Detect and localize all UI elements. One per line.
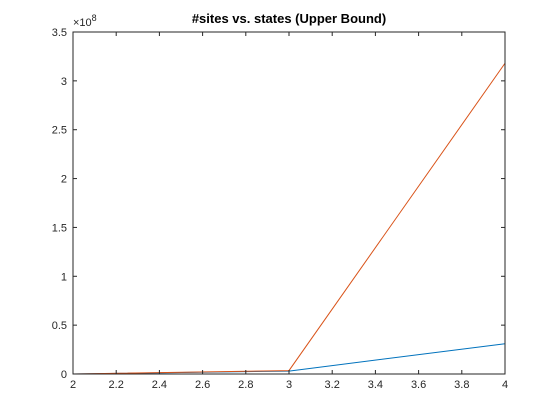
axes-layer: 2 2.2 2.4 2.6 2.8 3 3.2 3.4 3.6 3.8 4 0 0.5 1 1.5 2 2.5 3… bbox=[52, 27, 508, 391]
y-axis-exponent: ×108 bbox=[73, 13, 97, 29]
series-line-2 bbox=[73, 63, 505, 374]
x-tick-label: 2.6 bbox=[195, 379, 210, 391]
x-tick-label: 4 bbox=[502, 379, 508, 391]
plot-frame bbox=[73, 32, 505, 374]
x-tick-label: 2 bbox=[70, 379, 76, 391]
y-tick-label: 1.5 bbox=[52, 222, 67, 234]
y-exponent-base: ×10 bbox=[73, 17, 92, 29]
series-layer bbox=[73, 63, 505, 374]
y-tick-label: 0 bbox=[61, 369, 67, 381]
y-tick-label: 0.5 bbox=[52, 320, 67, 332]
chart-title: #sites vs. states (Upper Bound) bbox=[192, 11, 386, 26]
y-tick-label: 3 bbox=[61, 76, 67, 88]
y-tick-label: 2 bbox=[61, 174, 67, 186]
y-tick-label: 3.5 bbox=[52, 27, 67, 39]
series-line-1 bbox=[73, 344, 505, 374]
y-tick-label: 1 bbox=[61, 271, 67, 283]
y-exponent-power: 8 bbox=[92, 13, 97, 23]
x-tick-label: 2.2 bbox=[109, 379, 124, 391]
x-tick-label: 2.4 bbox=[152, 379, 167, 391]
x-tick-label: 3.6 bbox=[411, 379, 426, 391]
x-tick-label: 3.4 bbox=[368, 379, 383, 391]
svg-text:×108: ×108 bbox=[73, 13, 97, 29]
x-tick-label: 3.8 bbox=[454, 379, 469, 391]
x-tick-label: 3.2 bbox=[325, 379, 340, 391]
y-tick-label: 2.5 bbox=[52, 125, 67, 137]
x-tick-label: 3 bbox=[286, 379, 292, 391]
x-tick-label: 2.8 bbox=[238, 379, 253, 391]
